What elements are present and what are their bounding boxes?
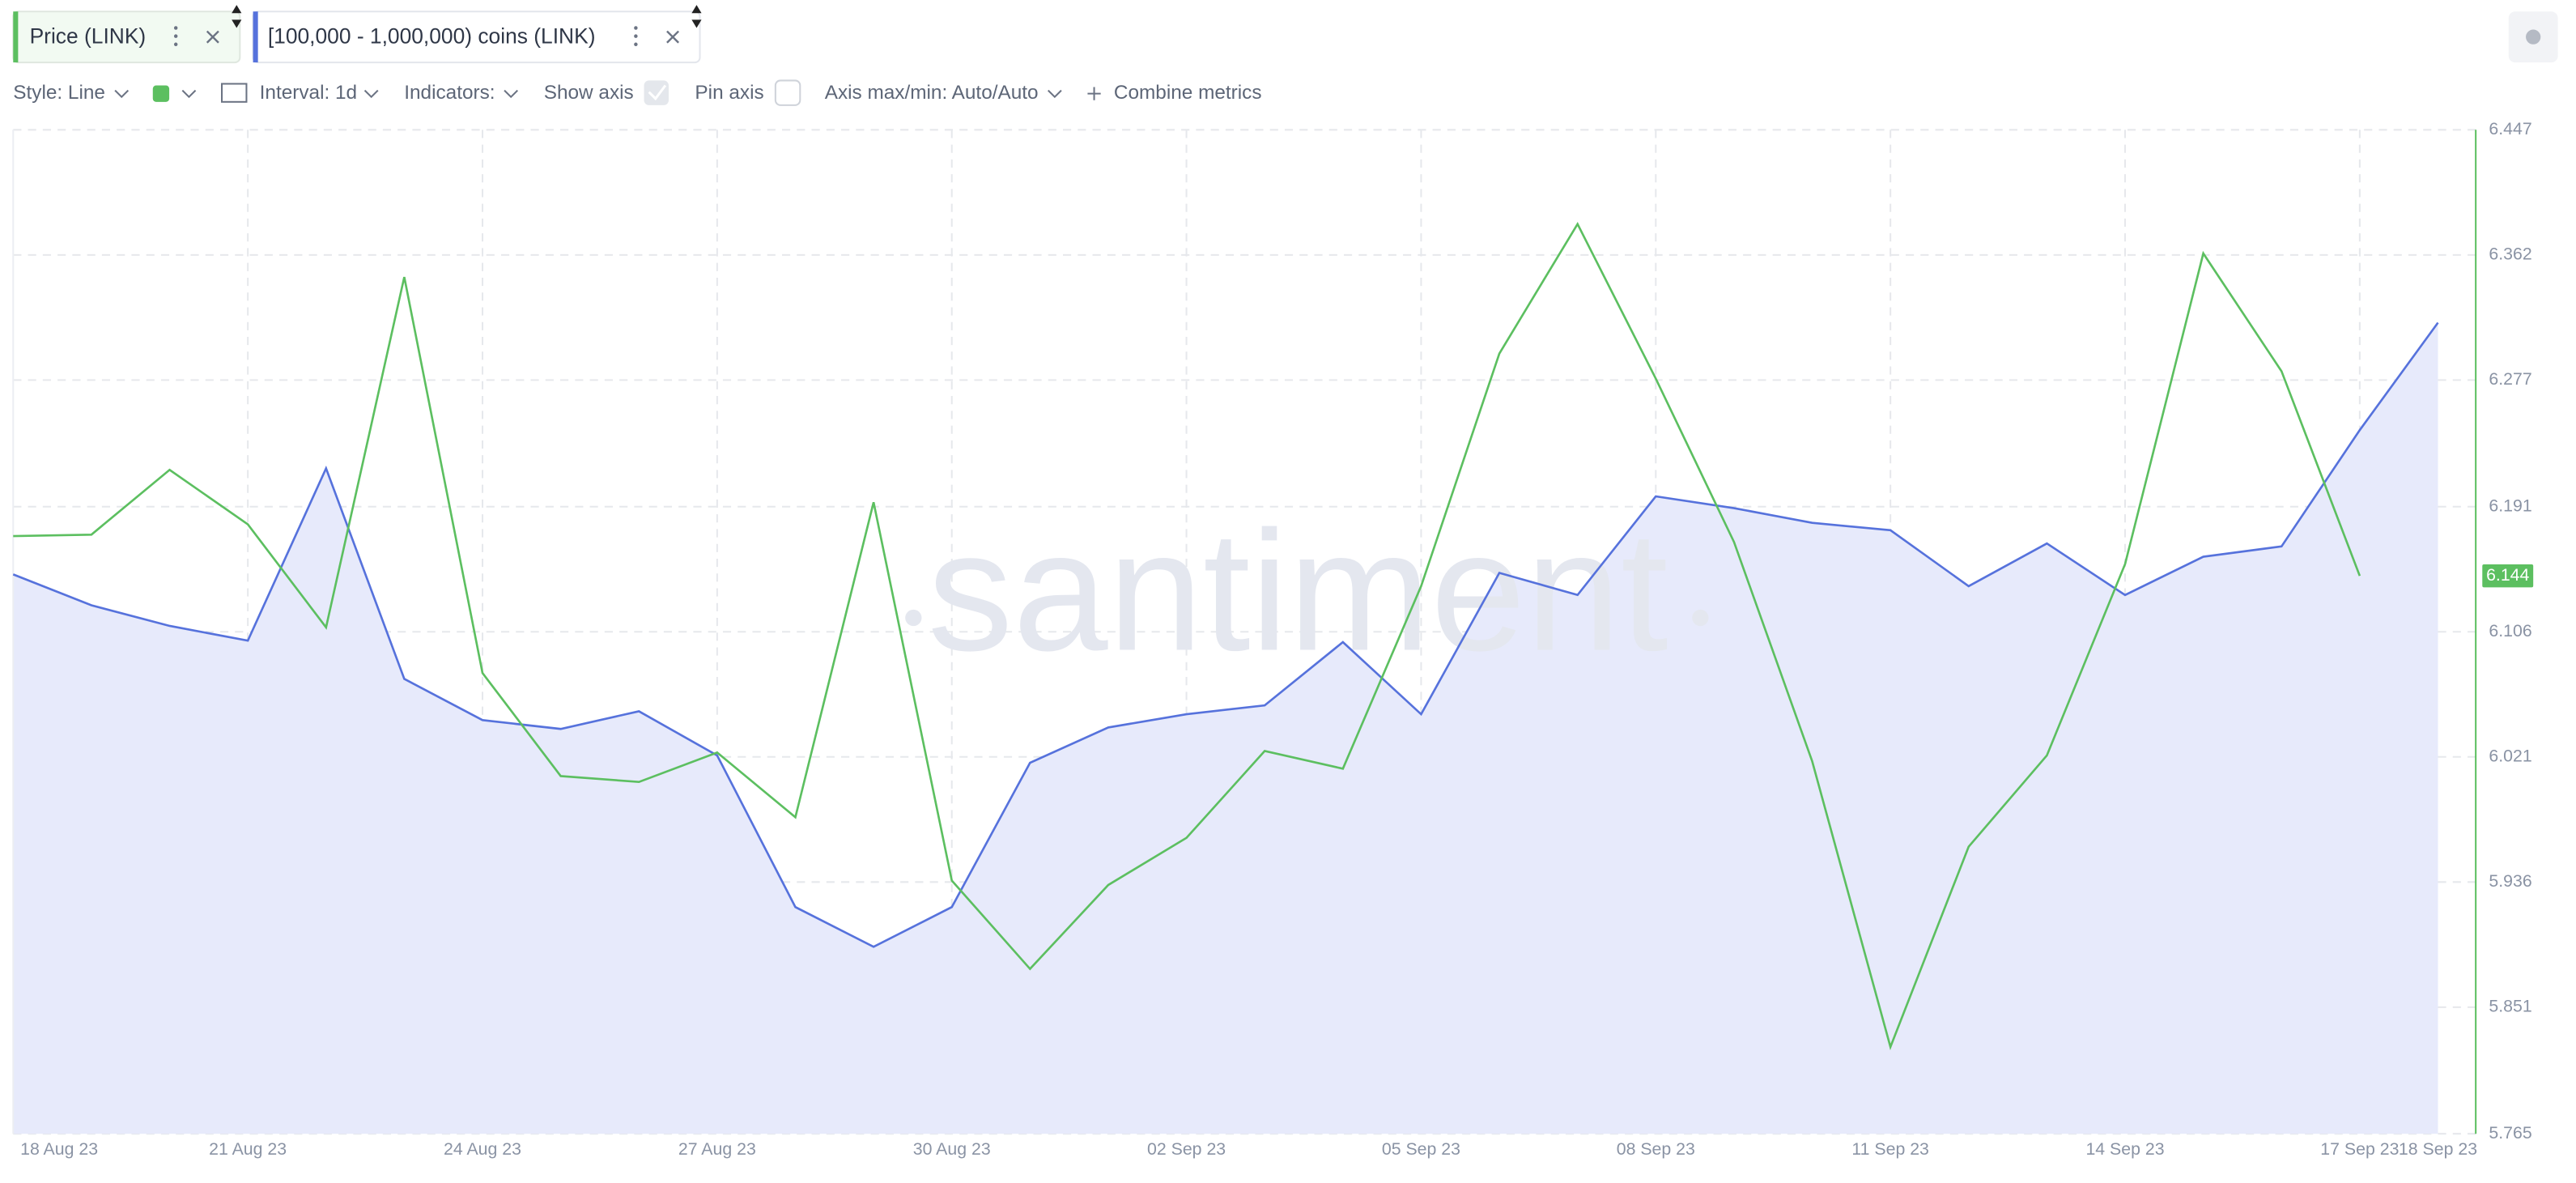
y-tick-label: 6.191 bbox=[2489, 496, 2531, 515]
show-axis-checkbox[interactable] bbox=[644, 80, 669, 105]
y-tick-label: 6.362 bbox=[2489, 244, 2531, 263]
style-select[interactable]: Style: Line bbox=[13, 82, 105, 104]
combine-metrics[interactable]: Combine metrics bbox=[1114, 82, 1262, 104]
x-tick-label: 21 Aug 23 bbox=[209, 1139, 287, 1159]
line bbox=[12, 321, 2439, 948]
close-icon[interactable] bbox=[666, 30, 680, 44]
x-tick-label: 17 Sep 23 bbox=[2320, 1139, 2399, 1159]
drag-icon bbox=[691, 5, 702, 28]
pin-axis-label[interactable]: Pin axis bbox=[695, 82, 763, 104]
x-tick-label: 11 Sep 23 bbox=[1851, 1139, 1929, 1159]
interval-select[interactable]: Interval: 1d bbox=[260, 82, 357, 104]
tab-label[interactable]: [100,000 - 1,000,000) coins (LINK) bbox=[268, 24, 596, 49]
plus-icon bbox=[1087, 87, 1101, 100]
chevron bbox=[504, 89, 518, 99]
value-label: 6.144 bbox=[2486, 565, 2529, 585]
x-tick-label: 08 Sep 23 bbox=[1617, 1139, 1695, 1159]
x-tick-label: 27 Aug 23 bbox=[678, 1139, 756, 1159]
tab-marker bbox=[13, 11, 19, 63]
show-axis-label[interactable]: Show axis bbox=[544, 82, 634, 104]
tab-marker bbox=[253, 11, 258, 63]
y-tick-label: 6.106 bbox=[2489, 621, 2531, 640]
watermark-dot bbox=[905, 609, 922, 627]
y-tick-label: 5.765 bbox=[2489, 1123, 2531, 1143]
menu-icon[interactable] bbox=[634, 26, 638, 47]
menu-icon[interactable] bbox=[173, 26, 178, 47]
color-select[interactable] bbox=[152, 85, 170, 102]
chevron bbox=[363, 89, 379, 99]
watermark-dot bbox=[1692, 609, 1709, 627]
axis-maxmin-select[interactable]: Axis max/min: Auto/Auto bbox=[825, 82, 1039, 104]
indicators-select[interactable]: Indicators: bbox=[404, 82, 495, 104]
settings-dot bbox=[2526, 29, 2541, 45]
chevron bbox=[114, 89, 130, 99]
x-tick-label: 18 Aug 23 bbox=[20, 1139, 98, 1159]
tab-label[interactable]: Price (LINK) bbox=[30, 24, 147, 49]
y-tick-label: 6.277 bbox=[2489, 369, 2531, 389]
value-label-bg bbox=[2482, 564, 2534, 588]
x-tick-label: 30 Aug 23 bbox=[913, 1139, 991, 1159]
chevron bbox=[1048, 89, 1062, 99]
chevron bbox=[181, 89, 197, 99]
check-icon bbox=[648, 84, 667, 101]
x-tick-label: 05 Sep 23 bbox=[1382, 1139, 1460, 1159]
y-tick-label: 6.447 bbox=[2489, 119, 2531, 138]
y-tick-label: 6.021 bbox=[2489, 746, 2531, 765]
x-tick-label: 24 Aug 23 bbox=[444, 1139, 521, 1159]
drag-icon bbox=[232, 5, 242, 28]
x-tick-label: 18 Sep 23 bbox=[2399, 1139, 2477, 1159]
y-tick-label: 5.851 bbox=[2489, 996, 2531, 1015]
pin-axis-checkbox[interactable] bbox=[774, 79, 801, 106]
close-icon[interactable] bbox=[206, 30, 219, 44]
area bbox=[13, 322, 2438, 1134]
y-tick-label: 5.936 bbox=[2489, 871, 2531, 891]
x-tick-label: 14 Sep 23 bbox=[2085, 1139, 2164, 1159]
watermark: santiment bbox=[928, 496, 1668, 687]
interval-icon bbox=[220, 83, 248, 103]
x-tick-label: 02 Sep 23 bbox=[1147, 1139, 1226, 1159]
line bbox=[13, 221, 2361, 1051]
